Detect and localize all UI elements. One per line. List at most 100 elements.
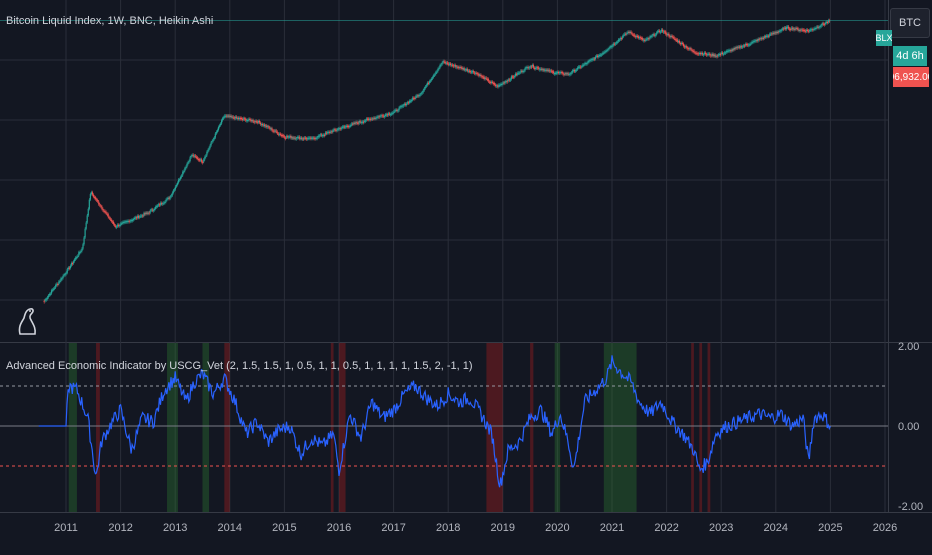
price-candle bbox=[290, 135, 292, 138]
y-tick-label: 2.00 bbox=[898, 341, 919, 353]
price-candle bbox=[134, 217, 137, 219]
price-candle bbox=[575, 69, 578, 71]
price-candle bbox=[243, 118, 245, 120]
price-candle bbox=[303, 137, 306, 139]
price-candle bbox=[179, 179, 181, 181]
price-candle bbox=[291, 137, 293, 139]
price-candle bbox=[677, 40, 679, 43]
price-candle bbox=[229, 115, 231, 118]
bull-zone bbox=[202, 343, 210, 512]
price-candle bbox=[684, 46, 686, 48]
price-candle bbox=[351, 123, 353, 125]
price-candle bbox=[765, 35, 768, 38]
price-candle bbox=[390, 114, 392, 116]
price-candle bbox=[188, 161, 190, 163]
price-candle bbox=[86, 215, 88, 223]
price-candle bbox=[69, 265, 72, 269]
price-candle bbox=[569, 73, 571, 75]
price-candle bbox=[447, 63, 450, 65]
price-candle bbox=[793, 28, 795, 30]
price-candle bbox=[237, 117, 240, 119]
x-tick-label: 2013 bbox=[163, 522, 187, 534]
price-candle bbox=[412, 97, 414, 101]
price-candle bbox=[442, 61, 444, 63]
price-candle bbox=[182, 171, 184, 176]
price-candle bbox=[114, 225, 117, 227]
price-candle bbox=[438, 67, 440, 70]
price-candle bbox=[140, 215, 142, 217]
price-candle bbox=[195, 156, 198, 158]
price-candle bbox=[384, 114, 387, 116]
price-candle bbox=[779, 30, 781, 32]
price-candle bbox=[666, 34, 668, 36]
ticker-label: BLX bbox=[876, 33, 892, 43]
price-candle bbox=[459, 66, 461, 69]
price-legend[interactable]: Bitcoin Liquid Index, 1W, BNC, Heikin As… bbox=[6, 15, 214, 27]
price-candle bbox=[272, 130, 274, 132]
price-candle bbox=[289, 135, 291, 138]
indicator-series bbox=[0, 355, 888, 488]
price-candle bbox=[159, 204, 161, 206]
price-candle bbox=[118, 224, 120, 226]
price-candle bbox=[87, 208, 89, 216]
price-candle bbox=[194, 155, 196, 157]
currency-button[interactable]: BTC bbox=[890, 8, 930, 38]
price-candle bbox=[184, 168, 186, 172]
price-candle bbox=[743, 45, 746, 47]
price-candle bbox=[425, 85, 427, 87]
price-candle bbox=[789, 28, 791, 30]
price-candle bbox=[183, 171, 185, 173]
price-candle bbox=[51, 289, 54, 291]
price-candle bbox=[185, 166, 187, 169]
price-candle bbox=[680, 42, 683, 45]
price-candle bbox=[795, 27, 797, 30]
price-candle bbox=[294, 137, 296, 139]
price-candle bbox=[783, 27, 786, 29]
price-candle bbox=[62, 275, 64, 279]
indicator-legend[interactable]: Advanced Economic Indicator by USCG_Vet … bbox=[6, 360, 473, 372]
price-candle bbox=[751, 42, 753, 44]
bull-zone bbox=[554, 343, 561, 512]
price-candle bbox=[698, 53, 700, 55]
price-candle bbox=[699, 53, 702, 55]
price-candle bbox=[727, 50, 729, 52]
price-candle bbox=[553, 73, 556, 75]
price-candle bbox=[372, 118, 374, 120]
price-candle bbox=[515, 73, 517, 77]
price-candle bbox=[242, 118, 244, 121]
price-candle bbox=[563, 73, 565, 76]
price-candle bbox=[399, 106, 401, 108]
price-candle bbox=[121, 222, 123, 224]
price-candle bbox=[247, 119, 249, 122]
price-candle bbox=[393, 111, 395, 113]
price-candle bbox=[694, 52, 696, 54]
price-candle bbox=[626, 32, 628, 35]
price-candle bbox=[296, 136, 298, 139]
price-candle bbox=[720, 52, 723, 55]
price-candle bbox=[637, 36, 640, 39]
price-candle bbox=[812, 29, 814, 31]
price-candle bbox=[437, 69, 439, 72]
price-candle bbox=[358, 121, 360, 124]
price-candle bbox=[824, 22, 826, 25]
price-candle bbox=[331, 131, 333, 133]
price-candle bbox=[214, 133, 216, 138]
price-candle bbox=[595, 55, 598, 57]
price-candle bbox=[465, 69, 467, 71]
price-candle bbox=[65, 272, 67, 275]
price-candle bbox=[729, 50, 731, 52]
price-candle bbox=[401, 105, 403, 107]
price-candle bbox=[82, 244, 84, 249]
price-candle bbox=[814, 28, 816, 30]
price-candle bbox=[265, 125, 267, 127]
price-candle bbox=[79, 251, 81, 254]
price-candle bbox=[634, 36, 636, 38]
y-tick-label: 0.00 bbox=[898, 421, 919, 433]
tradingview-logo-icon[interactable] bbox=[16, 306, 38, 336]
price-candle bbox=[656, 31, 658, 33]
price-candle bbox=[235, 116, 237, 118]
price-candle bbox=[97, 199, 99, 202]
price-candle bbox=[418, 94, 420, 97]
price-candle bbox=[319, 134, 321, 136]
